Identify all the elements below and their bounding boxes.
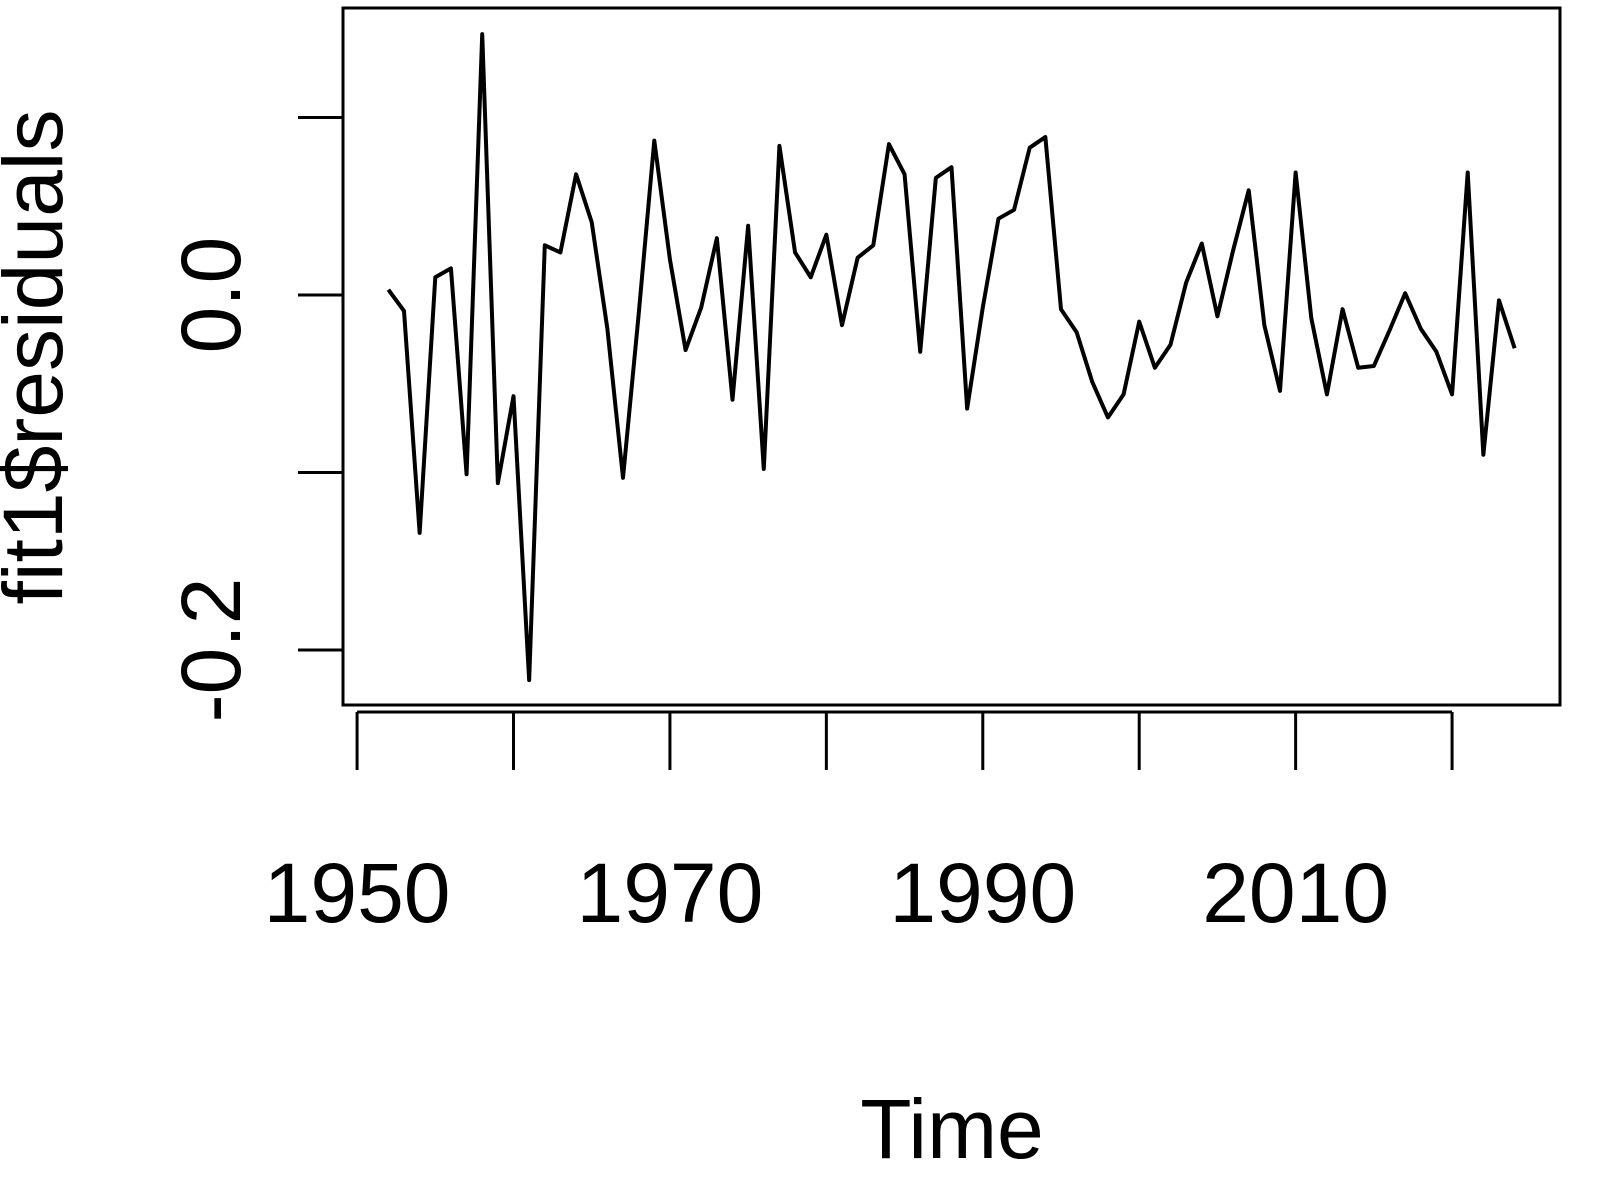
x-tick-label: 2010 — [1202, 846, 1389, 940]
x-tick-label: 1970 — [576, 846, 763, 940]
plot-frame — [341, 6, 1562, 707]
line-series — [386, 32, 1517, 683]
y-tick-label: -0.2 — [164, 578, 258, 723]
x-axis-label: Time — [860, 1082, 1044, 1176]
y-axis-label: fit1$residuals — [0, 110, 80, 605]
y-tick-label: 0.0 — [164, 237, 258, 354]
x-tick-label: 1950 — [264, 846, 451, 940]
x-tick-label: 1990 — [889, 846, 1076, 940]
